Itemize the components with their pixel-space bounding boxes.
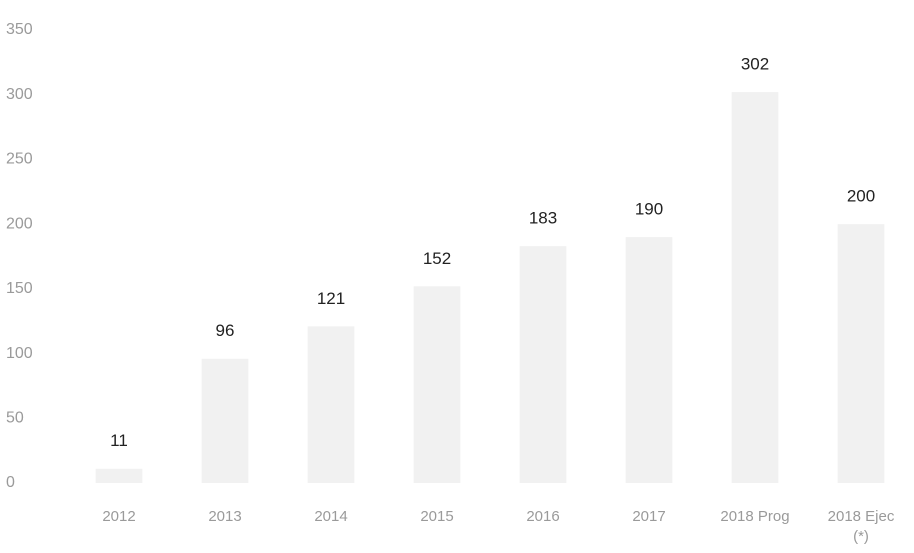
bar <box>837 224 885 483</box>
x-tick-label: 2012 <box>102 508 136 525</box>
data-label: 96 <box>216 321 235 340</box>
x-tick-label: 2018 Ejec (*) <box>827 508 895 545</box>
y-tick-label: 150 <box>6 280 33 297</box>
x-tick-label: 2016 <box>526 508 560 525</box>
data-label: 121 <box>317 289 345 308</box>
y-tick-label: 350 <box>6 21 33 38</box>
y-tick-label: 50 <box>6 410 24 427</box>
bar <box>625 237 673 483</box>
y-tick-label: 250 <box>6 151 33 168</box>
data-label: 11 <box>110 431 128 450</box>
bar <box>201 358 249 483</box>
data-label: 152 <box>423 249 451 268</box>
data-label: 200 <box>847 187 875 206</box>
data-label: 183 <box>529 209 557 228</box>
y-tick-label: 0 <box>6 474 15 491</box>
bar <box>413 286 461 483</box>
x-tick-label: 2017 <box>632 508 666 525</box>
y-tick-label: 300 <box>6 86 33 103</box>
bar <box>95 468 143 483</box>
data-label: 302 <box>741 55 769 74</box>
x-tick-label: 2015 <box>420 508 454 525</box>
y-tick-label: 200 <box>6 215 33 232</box>
bar <box>519 246 567 483</box>
x-tick-label: 2013 <box>208 508 242 525</box>
y-tick-label: 100 <box>6 345 33 362</box>
x-tick-label: 2018 Prog <box>720 508 790 525</box>
bar <box>731 92 779 483</box>
x-tick-label: 2014 <box>314 508 348 525</box>
data-label: 190 <box>635 200 663 219</box>
bar <box>307 326 355 483</box>
